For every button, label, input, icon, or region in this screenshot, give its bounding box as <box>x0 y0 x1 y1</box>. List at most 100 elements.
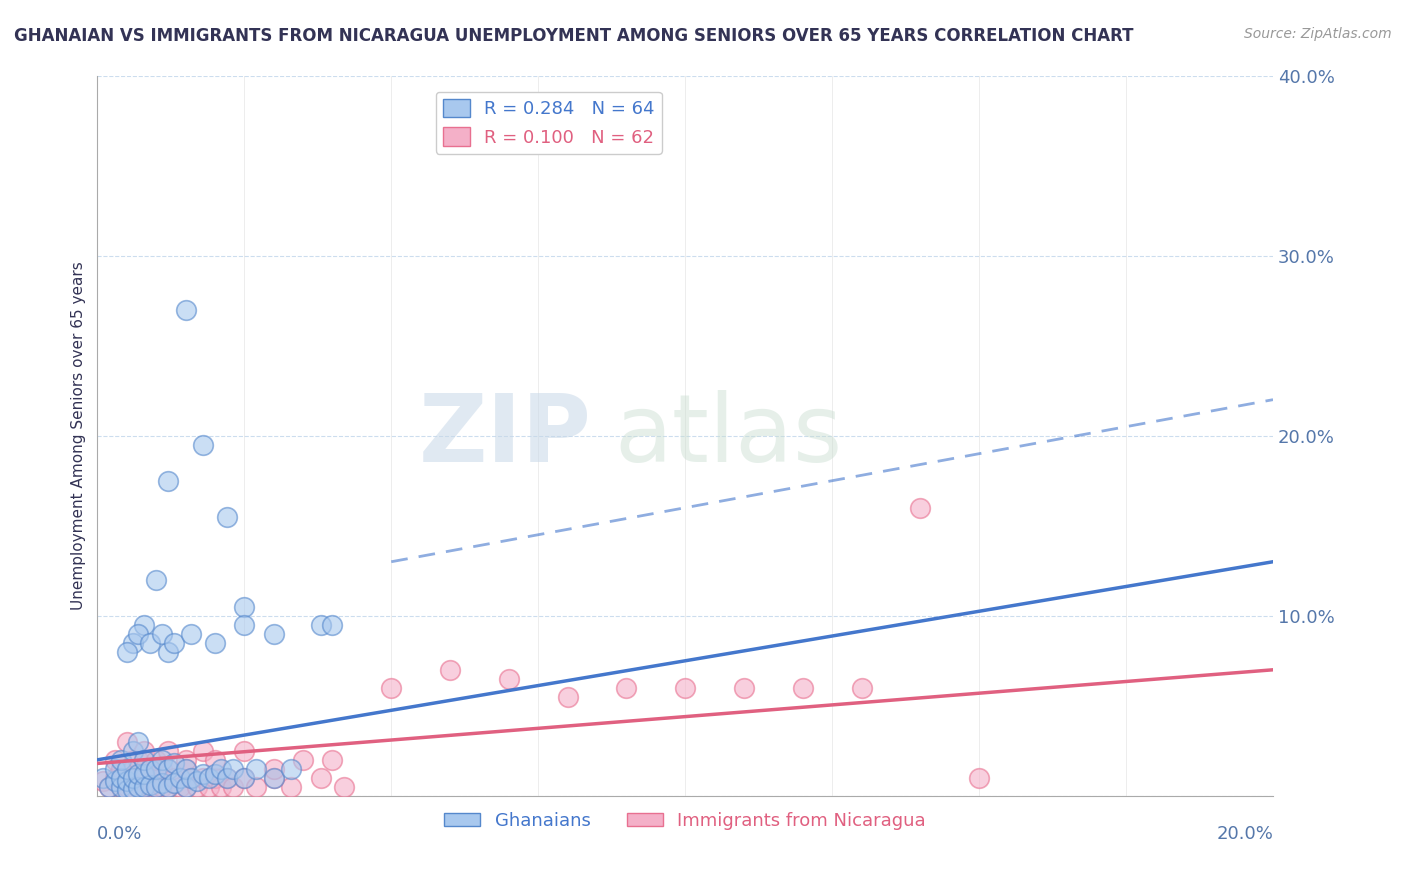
Point <box>134 780 156 794</box>
Point <box>110 771 132 785</box>
Point <box>134 753 156 767</box>
Point <box>263 762 285 776</box>
Point <box>233 617 256 632</box>
Point <box>115 774 138 789</box>
Point <box>104 774 127 789</box>
Point <box>121 762 143 776</box>
Point <box>115 645 138 659</box>
Point <box>156 474 179 488</box>
Point <box>233 771 256 785</box>
Point <box>263 627 285 641</box>
Point <box>280 762 302 776</box>
Point <box>156 645 179 659</box>
Point <box>104 753 127 767</box>
Point <box>145 780 167 794</box>
Point <box>134 762 156 776</box>
Point <box>498 672 520 686</box>
Point <box>121 771 143 785</box>
Point <box>557 690 579 704</box>
Point <box>115 735 138 749</box>
Point <box>134 617 156 632</box>
Point <box>204 767 226 781</box>
Point <box>110 753 132 767</box>
Point <box>115 762 138 776</box>
Point <box>128 767 150 781</box>
Point <box>180 771 202 785</box>
Point <box>169 780 191 794</box>
Point <box>174 762 197 776</box>
Point <box>150 753 173 767</box>
Point <box>180 771 202 785</box>
Point <box>145 573 167 587</box>
Point <box>380 681 402 695</box>
Point <box>134 744 156 758</box>
Point <box>439 663 461 677</box>
Point <box>156 762 179 776</box>
Point <box>204 636 226 650</box>
Point <box>333 780 356 794</box>
Point <box>245 762 267 776</box>
Point <box>174 302 197 317</box>
Point <box>191 438 214 452</box>
Point <box>673 681 696 695</box>
Point <box>104 771 127 785</box>
Point <box>792 681 814 695</box>
Point <box>156 780 179 794</box>
Point <box>191 771 214 785</box>
Point <box>851 681 873 695</box>
Point <box>128 753 150 767</box>
Point <box>221 762 243 776</box>
Point <box>309 617 332 632</box>
Point <box>156 780 179 794</box>
Text: atlas: atlas <box>614 390 844 482</box>
Point <box>115 762 138 776</box>
Point <box>134 780 156 794</box>
Point <box>145 780 167 794</box>
Point <box>110 762 132 776</box>
Point <box>139 636 162 650</box>
Point <box>180 627 202 641</box>
Point <box>174 762 197 776</box>
Point <box>233 599 256 614</box>
Point <box>215 771 238 785</box>
Point <box>121 780 143 794</box>
Point <box>186 774 208 789</box>
Point <box>145 753 167 767</box>
Point <box>150 762 173 776</box>
Point <box>186 780 208 794</box>
Point <box>128 780 150 794</box>
Point <box>309 771 332 785</box>
Point <box>245 780 267 794</box>
Point <box>128 735 150 749</box>
Point <box>98 780 121 794</box>
Point <box>263 771 285 785</box>
Point <box>215 771 238 785</box>
Point <box>174 753 197 767</box>
Point <box>110 780 132 794</box>
Point <box>139 780 162 794</box>
Point <box>128 780 150 794</box>
Point <box>910 500 932 515</box>
Point <box>209 780 232 794</box>
Point <box>221 780 243 794</box>
Point <box>233 771 256 785</box>
Point <box>321 617 343 632</box>
Point <box>321 753 343 767</box>
Point <box>128 627 150 641</box>
Point <box>198 771 221 785</box>
Point <box>121 744 143 758</box>
Point <box>156 762 179 776</box>
Point <box>91 771 114 785</box>
Point <box>191 767 214 781</box>
Text: Source: ZipAtlas.com: Source: ZipAtlas.com <box>1244 27 1392 41</box>
Point <box>209 762 232 776</box>
Point <box>139 762 162 776</box>
Point <box>134 767 156 781</box>
Point <box>150 780 173 794</box>
Point <box>280 780 302 794</box>
Point <box>204 753 226 767</box>
Y-axis label: Unemployment Among Seniors over 65 years: Unemployment Among Seniors over 65 years <box>72 261 86 610</box>
Point <box>121 636 143 650</box>
Point <box>191 744 214 758</box>
Point <box>174 780 197 794</box>
